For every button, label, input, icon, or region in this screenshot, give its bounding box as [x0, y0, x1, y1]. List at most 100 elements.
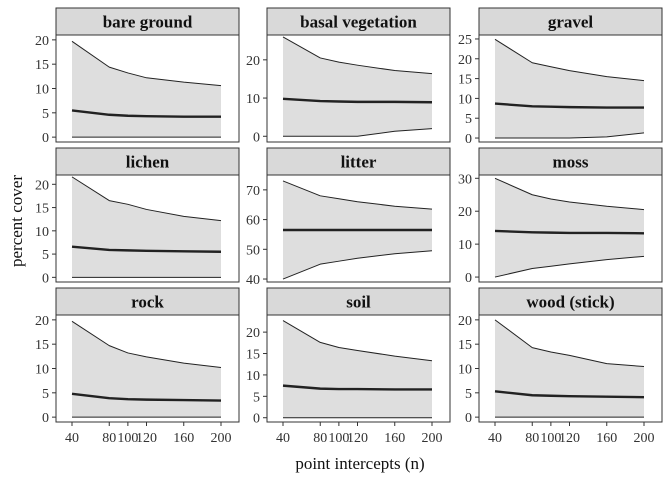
x-tick-label: 120 — [347, 431, 368, 446]
y-tick-label: 10 — [246, 369, 260, 384]
panel-border — [55, 174, 240, 283]
y-tick-label: 15 — [35, 202, 49, 217]
panel-title: wood (stick) — [526, 293, 614, 312]
y-tick-label: 0 — [42, 271, 49, 286]
y-tick-label: 10 — [35, 225, 49, 240]
y-tick-label: 40 — [246, 273, 260, 288]
y-tick-label: 10 — [246, 92, 260, 107]
panel-strip — [478, 7, 663, 36]
y-tick-label: 10 — [458, 238, 472, 253]
panel-lichen: lichen 0 5 10 15 20 — [35, 147, 240, 286]
panel-border — [266, 314, 451, 423]
x-tick-label: 120 — [559, 431, 580, 446]
lower-bound-line — [495, 132, 645, 139]
mean-line — [282, 97, 433, 104]
lower-bound-line — [283, 128, 433, 137]
upper-bound-line — [494, 177, 645, 211]
mean-line — [494, 390, 645, 399]
x-tick-label: 160 — [596, 431, 617, 446]
y-tick-label: 20 — [458, 205, 472, 220]
y-axis-title: percent cover — [7, 175, 26, 267]
confidence-band — [72, 321, 221, 418]
confidence-band — [495, 178, 644, 278]
panel-moss: moss 0 10 20 30 — [458, 147, 663, 286]
y-tick-label: 25 — [458, 33, 472, 48]
confidence-band — [283, 320, 432, 418]
y-tick-label: 20 — [458, 53, 472, 68]
confidence-band — [72, 41, 221, 138]
y-tick-label: 0 — [42, 131, 49, 146]
y-tick-label: 15 — [35, 338, 49, 353]
upper-bound-line — [282, 320, 433, 362]
panel-border — [478, 34, 663, 143]
panel-title: soil — [346, 293, 371, 312]
panel-title: gravel — [548, 13, 594, 32]
panel-border — [266, 34, 451, 143]
y-tick-label: 20 — [35, 178, 49, 193]
x-tick-label: 100 — [328, 431, 349, 446]
x-tick-label: 80 — [525, 431, 539, 446]
panel-strip — [55, 147, 240, 176]
panel-strip — [266, 7, 451, 36]
confidence-band — [495, 319, 644, 418]
y-tick-label: 5 — [42, 387, 49, 402]
y-tick-label: 15 — [246, 348, 260, 363]
y-tick-label: 0 — [253, 130, 260, 145]
confidence-band — [72, 176, 221, 278]
panel-border — [266, 174, 451, 283]
panel-title: rock — [131, 293, 164, 312]
x-tick-label: 200 — [422, 431, 443, 446]
upper-bound-line — [71, 176, 222, 222]
upper-bound-line — [494, 38, 645, 82]
panel-litter: litter 40 50 60 70 — [246, 147, 451, 288]
y-tick-label: 15 — [458, 73, 472, 88]
y-tick-label: 5 — [253, 390, 260, 405]
x-tick-label: 80 — [102, 431, 116, 446]
mean-line — [71, 109, 221, 118]
y-tick-label: 5 — [465, 112, 472, 127]
x-tick-label: 160 — [384, 431, 405, 446]
panel-strip — [266, 147, 451, 176]
panel-strip — [55, 7, 240, 36]
x-tick-label: 100 — [540, 431, 561, 446]
y-tick-label: 0 — [42, 411, 49, 426]
y-tick-label: 0 — [253, 412, 260, 427]
y-tick-label: 20 — [246, 326, 260, 341]
y-tick-label: 20 — [35, 314, 49, 329]
x-tick-label: 120 — [136, 431, 157, 446]
panel-basal-vegetation: basal vegetation 0 10 20 — [246, 7, 451, 145]
y-tick-label: 70 — [246, 184, 260, 199]
upper-bound-line — [282, 36, 433, 75]
x-tick-label: 40 — [276, 431, 290, 446]
panel-strip — [266, 287, 451, 316]
y-tick-label: 10 — [458, 92, 472, 107]
mean-line — [282, 384, 432, 391]
mean-line — [494, 102, 644, 109]
y-tick-label: 5 — [42, 107, 49, 122]
upper-bound-line — [71, 40, 222, 87]
y-tick-label: 10 — [35, 83, 49, 98]
upper-bound-line — [494, 319, 645, 368]
x-tick-label: 80 — [313, 431, 327, 446]
x-tick-label: 40 — [488, 431, 502, 446]
x-tick-label: 40 — [65, 431, 79, 446]
y-tick-label: 60 — [246, 214, 260, 229]
x-tick-label: 160 — [173, 431, 194, 446]
x-tick-label: 100 — [117, 431, 138, 446]
y-tick-label: 15 — [35, 58, 49, 73]
panel-strip — [478, 147, 663, 176]
y-tick-label: 20 — [458, 314, 472, 329]
panel-strip — [478, 287, 663, 316]
mean-line — [71, 245, 222, 253]
y-tick-label: 0 — [465, 271, 472, 286]
panel-title: basal vegetation — [300, 13, 417, 32]
panel-title: litter — [341, 153, 377, 172]
lower-bound-line — [494, 255, 645, 278]
panel-border — [478, 174, 663, 283]
y-tick-label: 0 — [465, 411, 472, 426]
confidence-band — [495, 39, 644, 139]
y-tick-label: 50 — [246, 243, 260, 258]
